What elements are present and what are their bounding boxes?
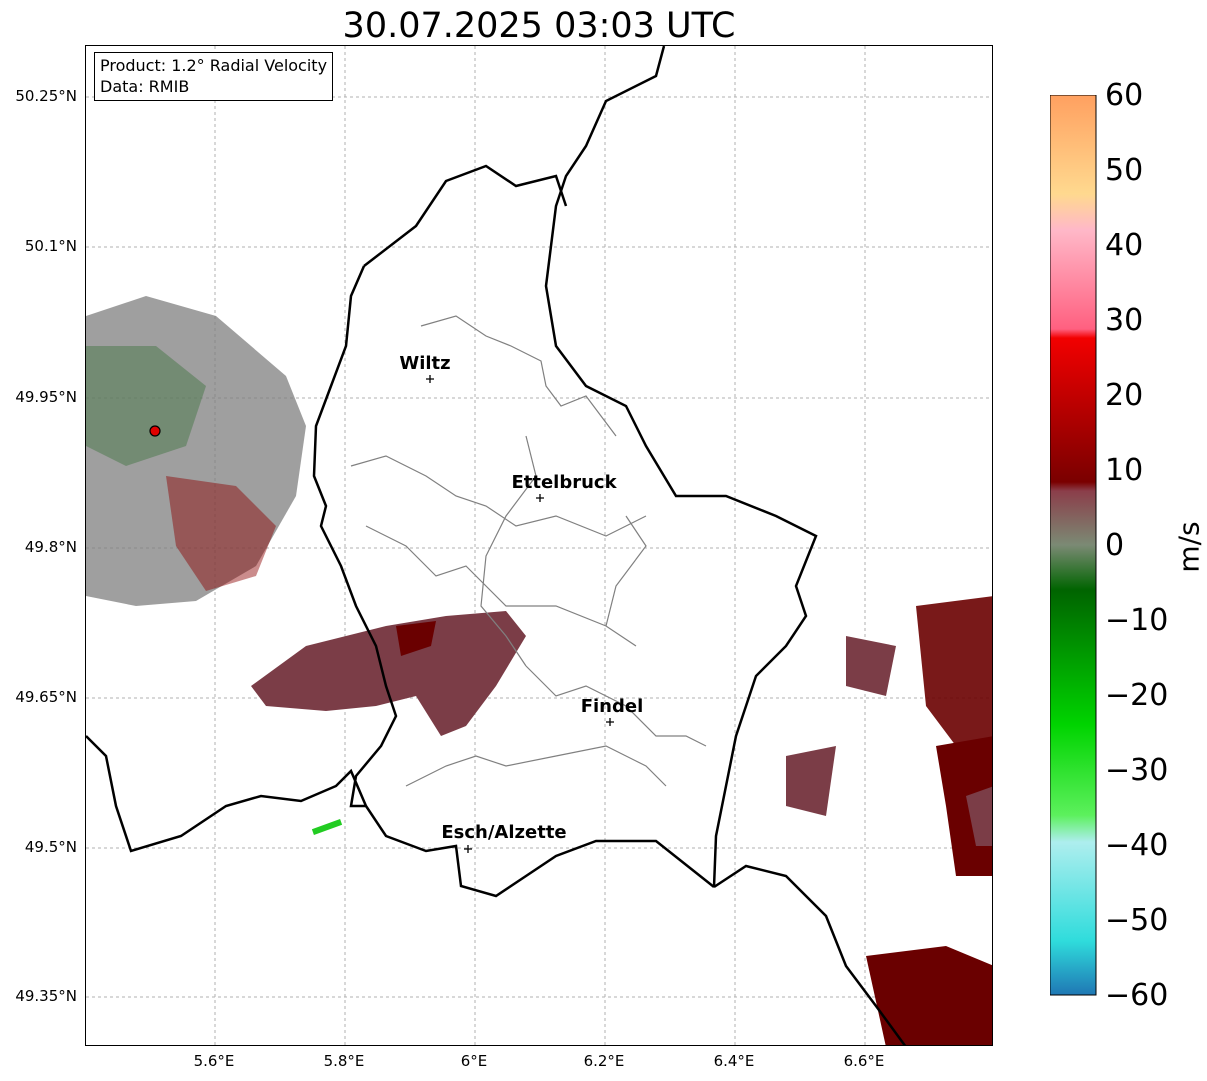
lon-tick-label: 5.8°E — [323, 1052, 365, 1070]
info-box: Product: 1.2° Radial Velocity Data: RMIB — [94, 52, 334, 101]
lon-tick-label: 6.4°E — [713, 1052, 755, 1070]
city-marker-esch — [464, 845, 472, 853]
echo-core — [396, 621, 436, 656]
product-label: Product: 1.2° Radial Velocity — [100, 56, 328, 75]
echo-east-3 — [966, 786, 992, 846]
lat-tick-label: 49.65°N — [15, 688, 77, 706]
lat-tick-label: 50.1°N — [24, 237, 77, 255]
lat-tick-label: 49.35°N — [15, 987, 77, 1005]
echo-inbound-area — [86, 346, 206, 466]
echo-band — [251, 611, 526, 736]
district-borders — [350, 315, 707, 787]
city-marker-wiltz — [426, 375, 434, 383]
city-label-wiltz: Wiltz — [399, 353, 450, 374]
echo-outbound-area — [166, 476, 276, 591]
country-border-east — [544, 46, 907, 1045]
colorbar-tick-label: 10 — [1105, 453, 1144, 488]
colorbar-scale — [1050, 95, 1097, 996]
colorbar-tick-label: −10 — [1105, 603, 1169, 638]
echo-east — [916, 596, 992, 746]
lon-tick-label: 6.6°E — [843, 1052, 885, 1070]
city-label-esch: Esch/Alzette — [441, 822, 566, 843]
radar-site-marker — [149, 425, 161, 437]
colorbar-tick-label: −50 — [1105, 903, 1169, 938]
echo-green-streak — [311, 819, 343, 835]
lon-tick-label: 6°E — [460, 1052, 488, 1070]
radar-echoes — [86, 296, 992, 1045]
city-markers — [426, 375, 614, 853]
colorbar-unit-label: m/s — [1172, 521, 1206, 573]
radar-map[interactable]: Wiltz Ettelbruck Findel Esch/Alzette — [85, 45, 993, 1046]
map-title: 30.07.2025 03:03 UTC — [342, 6, 736, 46]
echo-southeast — [786, 746, 836, 816]
lat-tick-label: 50.25°N — [15, 87, 77, 105]
city-marker-ettelbruck — [536, 494, 544, 502]
colorbar-tick-label: 30 — [1105, 303, 1144, 338]
echo-east-small — [846, 636, 896, 696]
city-label-ettelbruck: Ettelbruck — [511, 472, 617, 493]
country-border-south — [86, 735, 715, 898]
lat-tick-label: 49.8°N — [24, 538, 77, 556]
colorbar-tick-label: −20 — [1105, 678, 1169, 713]
lat-tick-label: 49.5°N — [24, 838, 77, 856]
city-marker-findel — [606, 718, 614, 726]
colorbar-tick-label: 0 — [1105, 528, 1125, 563]
lon-tick-label: 5.6°E — [193, 1052, 235, 1070]
colorbar-tick-label: −30 — [1105, 753, 1169, 788]
colorbar-tick-label: 60 — [1105, 78, 1144, 113]
data-source-label: Data: RMIB — [100, 77, 190, 96]
colorbar-tick-label: 50 — [1105, 153, 1144, 188]
colorbar — [1050, 95, 1097, 996]
map-canvas: Wiltz Ettelbruck Findel Esch/Alzette — [86, 46, 992, 1045]
colorbar-tick-label: 20 — [1105, 378, 1144, 413]
city-label-findel: Findel — [581, 696, 644, 717]
lon-tick-label: 6.2°E — [583, 1052, 625, 1070]
colorbar-tick-label: 40 — [1105, 228, 1144, 263]
city-labels: Wiltz Ettelbruck Findel Esch/Alzette — [399, 353, 643, 843]
colorbar-tick-label: −40 — [1105, 828, 1169, 863]
country-border-west — [312, 164, 568, 808]
lat-tick-label: 49.95°N — [15, 388, 77, 406]
echo-south-east — [866, 946, 992, 1045]
colorbar-tick-label: −60 — [1105, 978, 1169, 1013]
